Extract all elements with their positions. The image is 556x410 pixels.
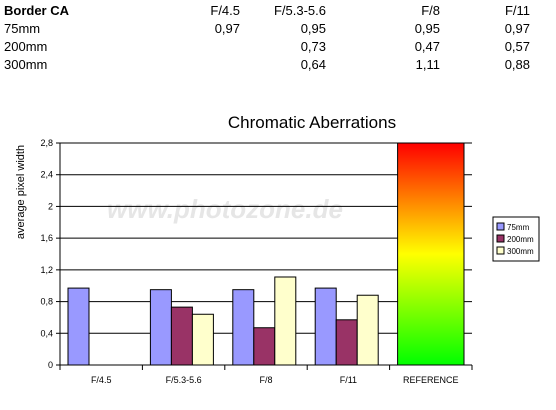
table-cell: 0,47 <box>414 39 440 54</box>
reference-bar <box>397 142 465 366</box>
y-axis-label: average pixel width <box>15 145 27 239</box>
table-cell: 1,11 <box>415 57 440 72</box>
table-cell: 0,95 <box>300 21 326 36</box>
table-cell: 0,57 <box>504 39 530 54</box>
legend-swatch <box>496 246 505 255</box>
y-tick-label: 2,4 <box>40 170 53 180</box>
y-tick-label: 1,2 <box>40 265 53 275</box>
x-tick-label: F/11 <box>340 375 357 385</box>
table-cell: 300mm <box>4 57 48 72</box>
bar <box>232 289 255 366</box>
legend-label: 300mm <box>507 247 534 256</box>
table-row: 75mm 0,97 0,95 0,95 0,97 <box>4 20 530 38</box>
watermark: www.photozone.de <box>107 194 343 224</box>
x-tick-label: F/5.3-5.6 <box>166 375 202 385</box>
legend-label: 200mm <box>507 235 534 244</box>
table-header-row: Border CA F/4.5 F/5.3-5.6 F/8 F/11 <box>4 2 530 20</box>
table-header-cell: F/11 <box>504 3 530 18</box>
table-header-cell: F/8 <box>421 3 440 18</box>
y-tick-label: 2,8 <box>40 138 53 148</box>
bar <box>356 294 379 366</box>
x-ticks: F/4.5 F/5.3-5.6 F/8 F/11 REFERENCE <box>59 365 473 385</box>
axes <box>59 143 472 366</box>
legend-swatch <box>496 234 505 243</box>
bar <box>274 276 297 366</box>
table-header-cell: F/4.5 <box>210 3 240 18</box>
table-row: 300mm 0,64 1,11 0,88 <box>4 56 530 74</box>
table-cell: 200mm <box>4 39 48 54</box>
bar <box>253 327 276 366</box>
x-tick-label: REFERENCE <box>403 375 459 385</box>
table-header-cell: Border CA <box>4 3 70 18</box>
bar <box>170 306 193 366</box>
chart-title: Chromatic Aberrations <box>228 113 396 132</box>
table-cell: 75mm <box>4 21 41 36</box>
bar <box>67 287 90 366</box>
table-header-cell: F/5.3-5.6 <box>273 3 326 18</box>
table-cell: 0,88 <box>504 57 530 72</box>
y-ticks: 0 0,4 0,8 1,2 1,6 2 2,4 2,8 <box>40 138 60 370</box>
legend: 75mm 200mm 300mm <box>492 216 540 262</box>
y-tick-label: 0,4 <box>40 328 53 338</box>
table-cell: 0,97 <box>504 21 530 36</box>
y-tick-label: 0,8 <box>40 297 53 307</box>
table-cell: 0,95 <box>414 21 440 36</box>
y-tick-label: 1,6 <box>40 233 53 243</box>
table-cell: 0,73 <box>300 39 326 54</box>
bar <box>149 289 172 366</box>
x-tick-label: F/8 <box>259 375 272 385</box>
x-tick-label: F/4.5 <box>91 375 112 385</box>
legend-swatch <box>496 222 505 231</box>
table-cell: 0,64 <box>300 57 326 72</box>
table-cell: 0,97 <box>214 21 240 36</box>
y-tick-label: 2 <box>48 201 53 211</box>
bar <box>335 319 358 366</box>
y-tick-label: 0 <box>48 360 53 370</box>
data-table: Border CA F/4.5 F/5.3-5.6 F/8 F/11 75mm … <box>4 2 530 74</box>
bars <box>67 142 465 366</box>
bar <box>314 287 337 366</box>
table-row: 200mm 0,73 0,47 0,57 <box>4 38 530 56</box>
bar <box>191 313 214 366</box>
legend-label: 75mm <box>507 223 530 232</box>
